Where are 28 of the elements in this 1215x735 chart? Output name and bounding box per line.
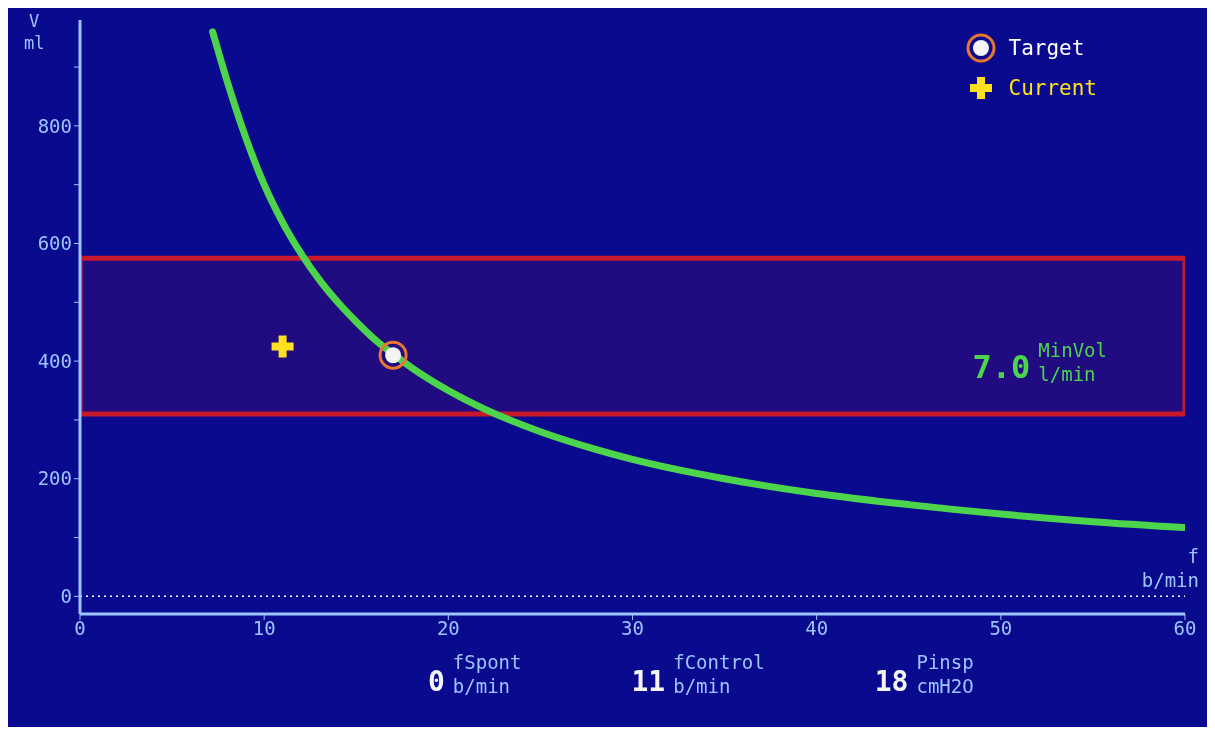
text: 0 <box>428 665 445 698</box>
annotation: 7.0 <box>972 347 1031 386</box>
y-tick-label: 400 <box>37 349 72 372</box>
x-tick-label: 10 <box>252 617 276 640</box>
annotation: l/min <box>1038 361 1097 386</box>
text: 11 <box>631 665 666 698</box>
annotation: MinVol <box>1038 337 1107 362</box>
text: Pinsp <box>916 650 974 674</box>
x-axis-title: f b/min <box>1141 544 1199 592</box>
text: 18 <box>874 665 909 698</box>
x-tick-label: 60 <box>1173 617 1197 640</box>
text: b/min <box>452 674 512 698</box>
y-axis-title: V ml <box>24 10 45 54</box>
text: cmH2O <box>916 674 974 698</box>
x-tick-label: 20 <box>436 617 460 640</box>
legend-label: Current <box>1008 75 1097 102</box>
x-tick-label: 30 <box>621 617 644 640</box>
text: fSpont <box>452 650 522 674</box>
y-tick-label: 800 <box>37 114 72 137</box>
text: fControl <box>673 650 765 674</box>
legend-label: Target <box>1008 35 1085 62</box>
x-tick-label: 0 <box>74 617 86 640</box>
text: b/min <box>673 674 732 698</box>
x-tick-label: 40 <box>805 617 829 640</box>
y-tick-label: 600 <box>37 232 72 255</box>
x-tick-label: 50 <box>989 617 1013 640</box>
y-tick-label: 200 <box>37 467 72 490</box>
y-tick-label: 0 <box>60 585 72 608</box>
